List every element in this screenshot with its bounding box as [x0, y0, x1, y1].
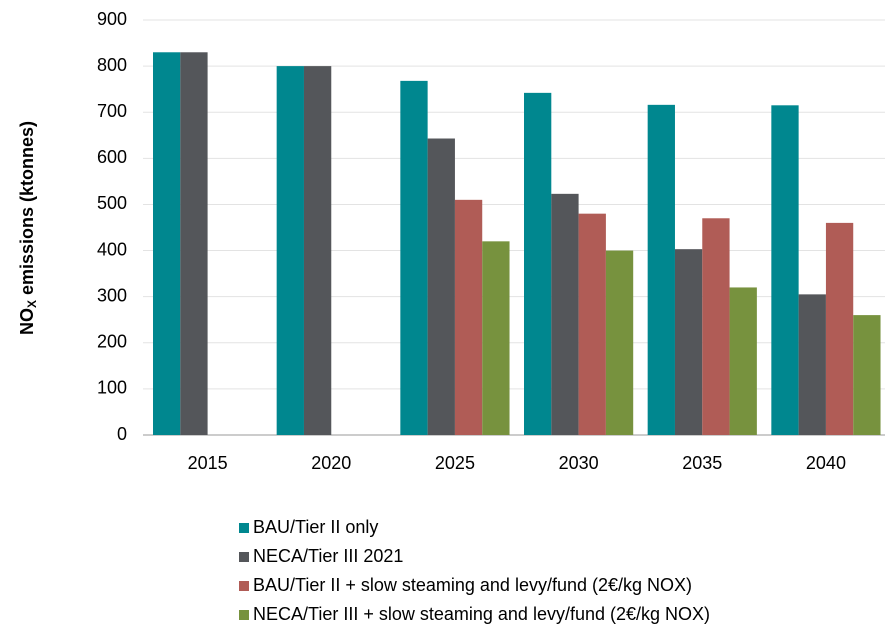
y-tick-label: 200: [97, 332, 127, 352]
legend-swatch: [239, 523, 249, 533]
y-label-main: NO: [17, 308, 37, 335]
bar: [276, 66, 304, 435]
y-tick-label: 800: [97, 55, 127, 75]
bar: [153, 52, 181, 436]
legend-label: BAU/Tier II only: [253, 517, 378, 537]
x-tick-label: 2040: [806, 453, 846, 473]
bar: [605, 250, 634, 435]
x-tick-label: 2020: [311, 453, 351, 473]
bar: [303, 66, 332, 435]
y-tick-label: 900: [97, 9, 127, 29]
legend-swatch: [239, 610, 249, 620]
bar: [647, 104, 675, 435]
bar: [825, 222, 854, 435]
bar: [798, 294, 826, 435]
y-tick-label: 300: [97, 285, 127, 305]
bar: [853, 315, 881, 435]
y-tick-label: 0: [117, 424, 127, 444]
y-tick-label: 400: [97, 239, 127, 259]
legend-label: BAU/Tier II + slow steaming and levy/fun…: [253, 575, 692, 595]
legend-label: NECA/Tier III 2021: [253, 546, 403, 566]
bar: [702, 218, 730, 435]
x-tick-label: 2030: [559, 453, 599, 473]
bar: [551, 193, 579, 435]
y-label-rest: emissions (ktonnes): [17, 121, 37, 300]
x-tick-label: 2025: [435, 453, 475, 473]
bar: [729, 287, 757, 435]
y-axis-label: NOX emissions (ktonnes): [17, 121, 39, 335]
bar: [578, 213, 606, 435]
legend-label: NECA/Tier III + slow steaming and levy/f…: [253, 604, 710, 624]
y-tick-label: 700: [97, 101, 127, 121]
legend-swatch: [239, 581, 249, 591]
y-tick-label: 500: [97, 193, 127, 213]
y-tick-label: 600: [97, 147, 127, 167]
bar: [180, 52, 208, 436]
bar: [427, 138, 455, 435]
x-tick-label: 2015: [188, 453, 228, 473]
bar: [674, 249, 703, 435]
bar: [771, 105, 799, 436]
y-label-sub: X: [25, 300, 39, 308]
bar: [482, 241, 510, 435]
x-tick-label: 2035: [682, 453, 722, 473]
legend-swatch: [239, 552, 249, 562]
bar: [454, 199, 483, 435]
bar: [400, 80, 428, 435]
y-tick-label: 100: [97, 378, 127, 398]
bar: [524, 92, 552, 435]
